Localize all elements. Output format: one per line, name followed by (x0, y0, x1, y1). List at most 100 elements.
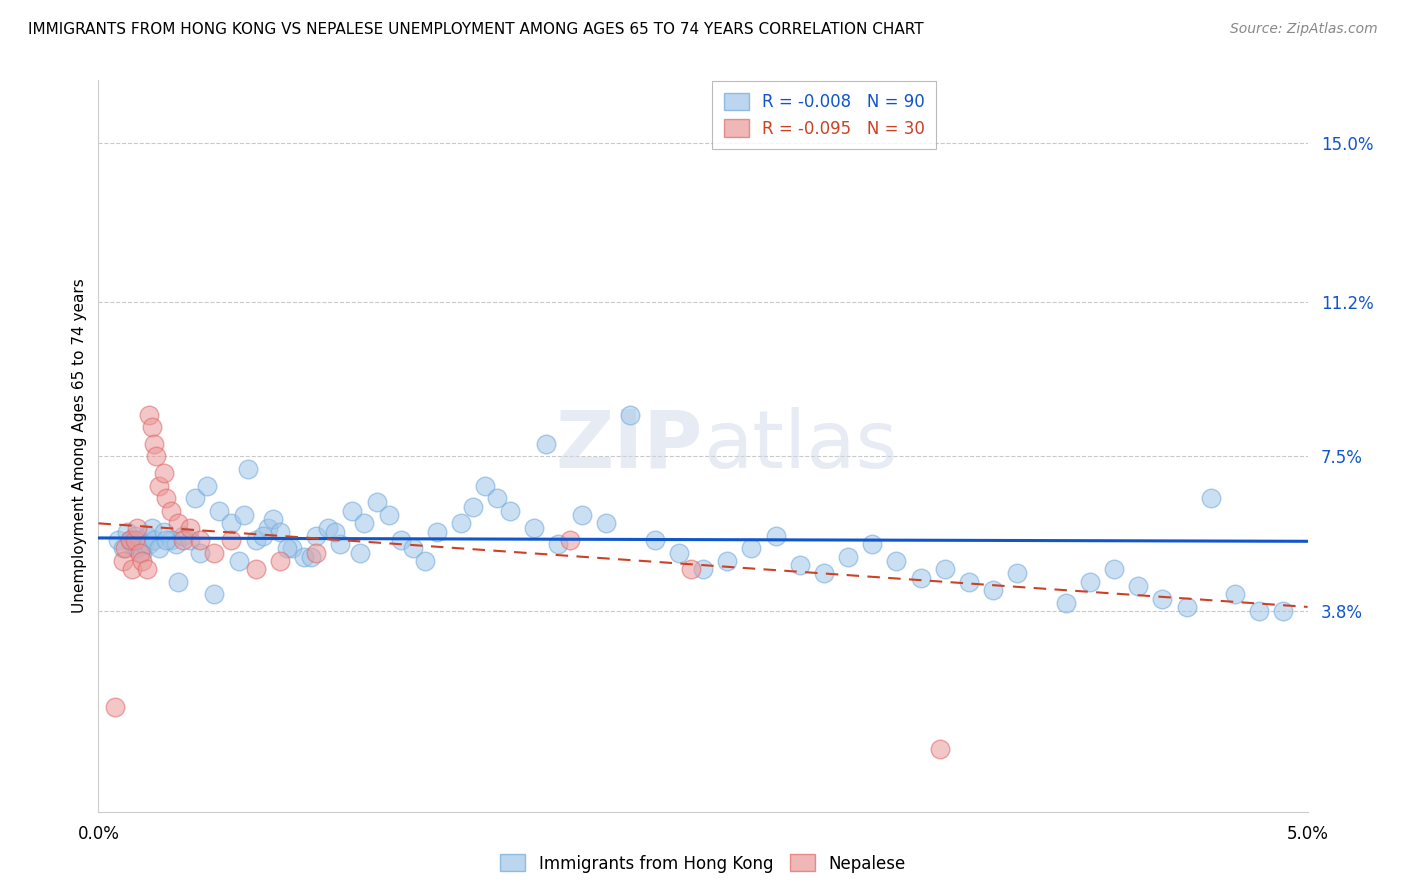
Point (228, 554, 250, 568)
Point (353, 516, 375, 531)
Point (221, 533, 243, 547)
Point (188, 545, 211, 559)
Point (179, 533, 201, 547)
Point (131, 545, 153, 559)
Point (141, 520, 163, 534)
Point (114, 541, 136, 556)
Point (143, 533, 166, 547)
Point (325, 524, 347, 539)
Point (413, 554, 436, 568)
Point (204, 545, 226, 559)
Point (1128, 579, 1150, 593)
Point (765, 529, 787, 543)
Point (1152, 591, 1174, 606)
Point (167, 574, 190, 589)
Point (619, 408, 641, 422)
Point (232, 508, 254, 522)
Point (160, 504, 183, 518)
Point (1007, 566, 1029, 581)
Point (1199, 491, 1222, 506)
Point (155, 491, 177, 506)
Point (450, 516, 472, 531)
Point (160, 533, 183, 547)
Point (134, 537, 156, 551)
Point (486, 491, 509, 506)
Point (692, 562, 714, 576)
Point (172, 533, 194, 547)
Point (342, 504, 364, 518)
Point (957, 574, 980, 589)
Point (349, 545, 371, 559)
Point (117, 524, 139, 539)
Point (252, 529, 274, 543)
Point (886, 554, 908, 568)
Point (1054, 596, 1077, 610)
Point (534, 437, 557, 451)
Point (256, 520, 278, 534)
Point (1249, 604, 1271, 618)
Point (426, 524, 449, 539)
Point (135, 529, 157, 543)
Point (127, 541, 149, 556)
Point (104, 700, 127, 714)
Point (558, 533, 581, 547)
Point (143, 437, 166, 451)
Point (148, 541, 170, 556)
Point (121, 537, 143, 551)
Point (281, 541, 304, 556)
Point (121, 562, 143, 576)
Point (165, 537, 187, 551)
Point (1078, 574, 1101, 589)
Point (389, 533, 412, 547)
Point (276, 541, 298, 556)
Point (107, 533, 129, 547)
Point (155, 533, 177, 547)
Point (118, 533, 141, 547)
Point (366, 495, 388, 509)
Point (128, 545, 150, 559)
Text: IMMIGRANTS FROM HONG KONG VS NEPALESE UNEMPLOYMENT AMONG AGES 65 TO 74 YEARS COR: IMMIGRANTS FROM HONG KONG VS NEPALESE UN… (28, 22, 924, 37)
Point (305, 545, 328, 559)
Point (463, 500, 485, 514)
Point (262, 512, 284, 526)
Point (789, 558, 811, 573)
Point (124, 529, 146, 543)
Point (740, 541, 762, 556)
Point (269, 554, 291, 568)
Point (188, 533, 211, 547)
Point (141, 420, 163, 434)
Point (837, 549, 859, 564)
Point (135, 562, 157, 576)
Point (124, 533, 146, 547)
Legend: Immigrants from Hong Kong, Nepalese: Immigrants from Hong Kong, Nepalese (494, 847, 912, 880)
Point (644, 533, 666, 547)
Point (929, 742, 952, 756)
Point (172, 529, 194, 543)
Point (245, 562, 267, 576)
Point (316, 520, 339, 534)
Point (860, 537, 883, 551)
Point (668, 545, 690, 559)
Point (152, 524, 174, 539)
Point (523, 520, 546, 534)
Point (118, 533, 141, 547)
Legend: R = -0.008   N = 90, R = -0.095   N = 30: R = -0.008 N = 90, R = -0.095 N = 30 (711, 81, 936, 149)
Point (547, 537, 569, 551)
Point (679, 562, 702, 576)
Point (245, 533, 267, 547)
Point (204, 587, 226, 601)
Point (292, 549, 315, 564)
Point (238, 462, 260, 476)
Point (179, 520, 201, 534)
Point (934, 562, 956, 576)
Point (1102, 562, 1125, 576)
Point (167, 516, 190, 531)
Point (1175, 599, 1198, 614)
Point (195, 479, 218, 493)
Y-axis label: Unemployment Among Ages 65 to 74 years: Unemployment Among Ages 65 to 74 years (72, 278, 87, 614)
Point (305, 529, 328, 543)
Point (152, 466, 174, 480)
Point (716, 554, 738, 568)
Point (1223, 587, 1246, 601)
Point (981, 583, 1004, 598)
